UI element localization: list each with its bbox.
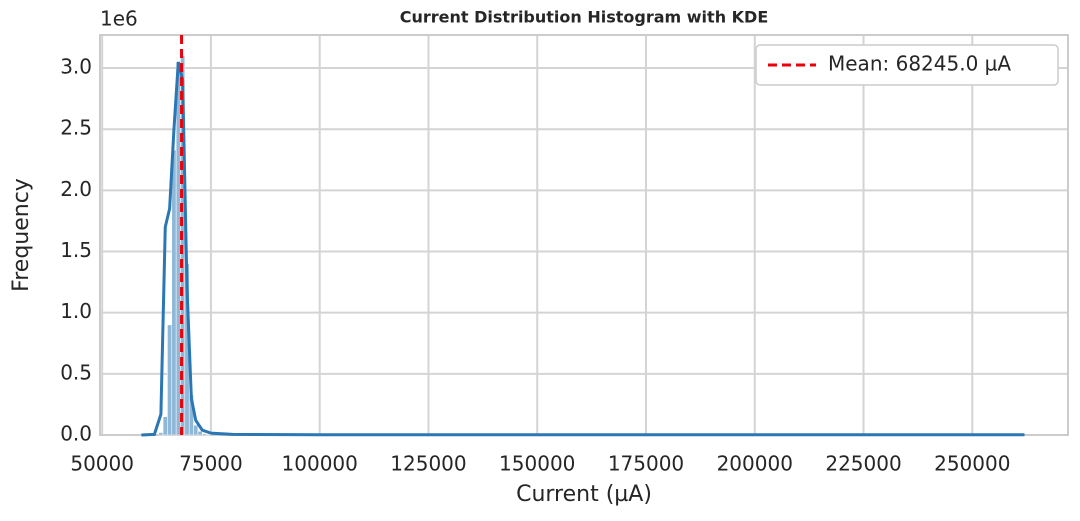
kde-line <box>141 61 1025 437</box>
bar <box>167 324 173 436</box>
y-tick-label: 2.5 <box>60 116 92 140</box>
legend-label: Mean: 68245.0 µA <box>828 52 1011 76</box>
y-tick-label: 1.0 <box>60 299 92 323</box>
x-tick-label: 200000 <box>717 452 793 476</box>
bar <box>171 149 177 436</box>
y-tick-label: 3.0 <box>60 55 92 79</box>
y-tick-label: 1.5 <box>60 238 92 262</box>
bar <box>193 424 199 436</box>
y-offset-label: 1e6 <box>100 7 138 31</box>
bar <box>158 432 164 436</box>
bar <box>197 431 203 436</box>
x-tick-label: 250000 <box>934 452 1010 476</box>
x-tick-label: 225000 <box>825 452 901 476</box>
chart-title: Current Distribution Histogram with KDE <box>400 8 769 27</box>
x-tick-label: 50000 <box>70 452 134 476</box>
plot-frame <box>99 34 1069 436</box>
legend: Mean: 68245.0 µA <box>755 44 1059 86</box>
y-tick-label: 0.0 <box>60 422 92 446</box>
bar <box>175 61 181 436</box>
x-tick-label: 100000 <box>282 452 358 476</box>
bar <box>201 433 207 436</box>
x-tick-label: 125000 <box>390 452 466 476</box>
y-axis-label: Frequency <box>9 178 34 292</box>
legend-box <box>755 44 1059 86</box>
x-axis-label: Current (µA) <box>516 482 652 507</box>
x-tick-label: 150000 <box>499 452 575 476</box>
bar <box>162 416 168 436</box>
x-tick-label: 175000 <box>608 452 684 476</box>
y-tick-label: 0.5 <box>60 360 92 384</box>
bar <box>206 434 212 436</box>
y-tick-label: 2.0 <box>60 177 92 201</box>
x-tick-label: 75000 <box>179 452 243 476</box>
